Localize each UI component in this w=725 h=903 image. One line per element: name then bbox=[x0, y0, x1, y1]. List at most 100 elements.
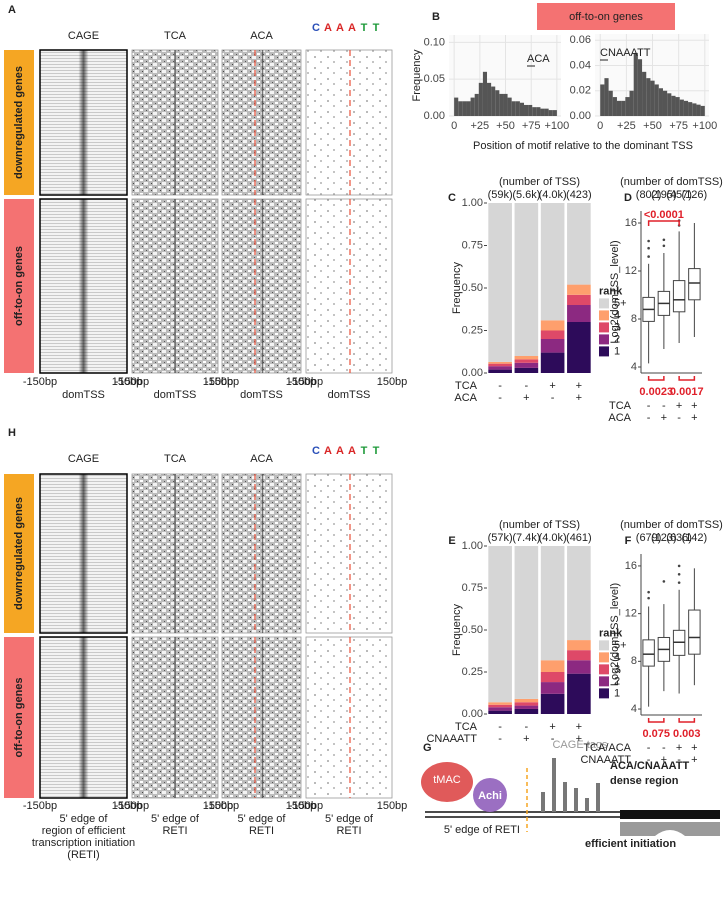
x-row-label: + bbox=[676, 742, 682, 754]
x-row-label: + bbox=[661, 754, 667, 766]
bar-segment bbox=[514, 203, 539, 356]
legend-swatch bbox=[599, 676, 609, 687]
x-axis-center: RETI bbox=[162, 825, 187, 837]
outlier bbox=[662, 238, 666, 242]
outlier bbox=[647, 239, 650, 243]
inset-label: ACA bbox=[527, 53, 550, 65]
histogram-bar bbox=[696, 104, 701, 116]
y-tick-label: 12 bbox=[625, 265, 637, 277]
bar-segment bbox=[540, 203, 565, 321]
legend-swatch bbox=[599, 346, 609, 357]
x-row-label: - bbox=[525, 380, 529, 392]
bar-segment bbox=[514, 705, 539, 709]
x-axis-center: (RETI) bbox=[67, 849, 99, 861]
y-tick-label: 0.00 bbox=[462, 367, 483, 379]
histogram-bar bbox=[658, 88, 663, 116]
x-row-label: + bbox=[676, 400, 682, 412]
bar-segment bbox=[488, 702, 512, 705]
bar-segment bbox=[567, 650, 591, 661]
x-axis-left: -150bp bbox=[115, 376, 149, 388]
histogram-bar bbox=[519, 102, 525, 116]
x-axis-left: -150bp bbox=[205, 376, 239, 388]
y-tick-label: 8 bbox=[631, 655, 637, 667]
outlier bbox=[647, 246, 650, 250]
x-row-name: ACA bbox=[454, 392, 477, 404]
cage-tags-label: CAGE tags bbox=[552, 739, 608, 751]
bar-segment bbox=[488, 361, 512, 364]
logo-letter: A bbox=[324, 445, 332, 457]
x-axis-center: 5' edge of bbox=[325, 813, 374, 825]
x-row-label: + bbox=[549, 380, 555, 392]
x-row-label: - bbox=[647, 742, 651, 754]
x-row-label: + bbox=[576, 380, 582, 392]
x-row-label: - bbox=[662, 742, 666, 754]
bar-segment bbox=[540, 339, 565, 353]
x-axis-center: domTSS bbox=[154, 389, 197, 401]
column-title: TCA bbox=[164, 30, 187, 42]
group-box bbox=[4, 637, 34, 798]
bar-segment bbox=[514, 708, 539, 714]
efficient-label: efficient initiation bbox=[585, 838, 676, 850]
top-label: (4.0k) bbox=[539, 532, 567, 544]
heatmap bbox=[305, 473, 393, 634]
y-tick-label: 1.00 bbox=[462, 540, 483, 552]
top-label: (59k) bbox=[488, 189, 513, 201]
histogram-bar bbox=[654, 84, 659, 116]
bar-segment bbox=[514, 367, 539, 373]
top-label: (461) bbox=[566, 532, 592, 544]
x-axis-center: RETI bbox=[249, 825, 274, 837]
x-row-label: - bbox=[647, 754, 651, 766]
p-bracket bbox=[678, 718, 696, 723]
x-axis-left: -150bp bbox=[23, 376, 57, 388]
achi-shape bbox=[473, 778, 507, 812]
histogram-bar bbox=[621, 100, 626, 116]
top-label: (636) bbox=[666, 532, 692, 544]
legend-swatch bbox=[599, 298, 609, 309]
x-row-label: - bbox=[498, 380, 502, 392]
column-title: CAGE bbox=[68, 30, 99, 42]
y-tick-label: 0.50 bbox=[462, 624, 483, 636]
legend-swatch bbox=[599, 688, 609, 699]
x-tick-label: +50 bbox=[643, 120, 662, 132]
center-signal bbox=[78, 199, 89, 373]
histogram-bar bbox=[466, 101, 471, 116]
tmac-label: tMAC bbox=[433, 774, 461, 786]
heatmap bbox=[305, 49, 393, 196]
y-axis-label: Log2(domTSS_level) bbox=[609, 240, 621, 343]
initiation-shape bbox=[620, 822, 720, 836]
box bbox=[672, 280, 686, 313]
histogram-bar bbox=[458, 101, 463, 116]
legend-swatch bbox=[599, 310, 609, 321]
top-label: (802) bbox=[636, 189, 662, 201]
outlier bbox=[647, 596, 650, 600]
bar-segment bbox=[514, 356, 539, 360]
x-axis-left: -150bp bbox=[23, 800, 57, 812]
heatmap bbox=[221, 198, 302, 374]
x-row-label: + bbox=[576, 392, 582, 404]
x-axis-center: 5' edge of bbox=[60, 813, 109, 825]
bar-segment bbox=[514, 362, 539, 368]
x-row-name: CNAAATT bbox=[580, 754, 631, 766]
group-label: off-to-on genes bbox=[13, 677, 25, 757]
outlier bbox=[662, 580, 666, 583]
outlier bbox=[647, 255, 650, 258]
y-tick-label: 16 bbox=[625, 217, 637, 229]
x-tick-label: +50 bbox=[496, 120, 515, 132]
bar-segment bbox=[540, 320, 565, 331]
x-row-name: CNAAATT bbox=[426, 733, 477, 745]
x-row-label: - bbox=[498, 392, 502, 404]
histogram-bar bbox=[478, 82, 483, 116]
subtitle: (number of TSS) bbox=[499, 176, 580, 188]
histogram-bar bbox=[625, 97, 630, 116]
logo-letter: A bbox=[348, 22, 356, 34]
logo-letter: A bbox=[348, 445, 356, 457]
logo-letter: T bbox=[373, 445, 380, 457]
histogram-bar bbox=[612, 97, 617, 116]
bar-segment bbox=[567, 284, 591, 295]
histogram-bar bbox=[633, 52, 638, 116]
x-tick-label: +100 bbox=[544, 120, 569, 132]
center-signal bbox=[78, 474, 89, 633]
histogram-bar bbox=[515, 101, 520, 116]
legend-swatch bbox=[599, 664, 609, 675]
top-label: (679) bbox=[636, 532, 662, 544]
